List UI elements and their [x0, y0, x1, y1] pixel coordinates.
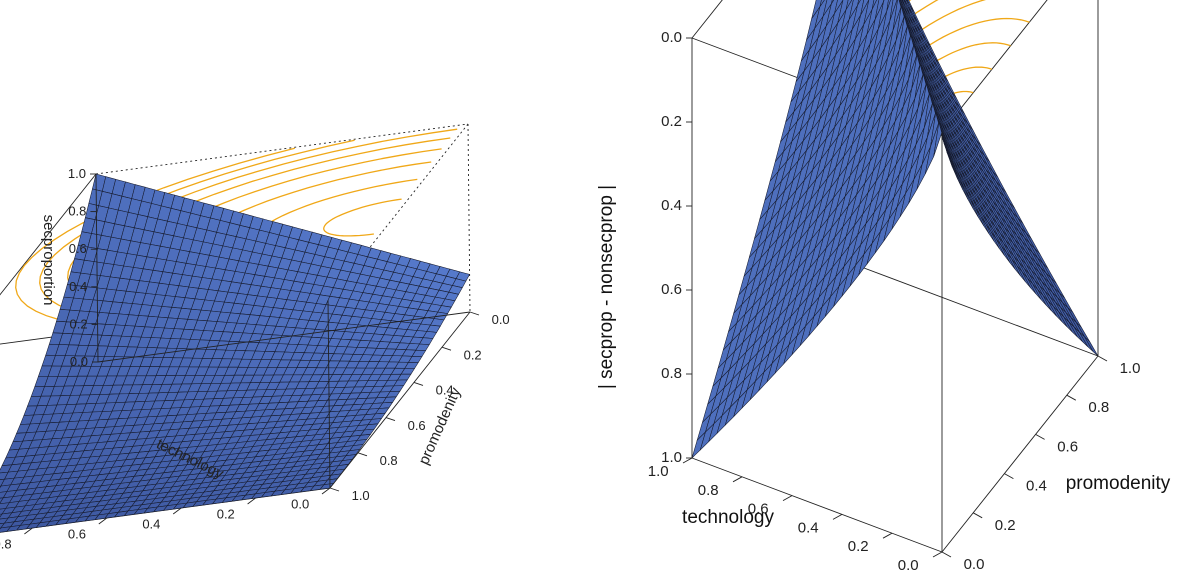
- x-tick-mark: [172, 507, 182, 515]
- y-tick-mark: [1097, 355, 1108, 362]
- y-tick-mark: [469, 311, 480, 316]
- y-tick-mark: [441, 346, 452, 351]
- y-tick-label: 0.4: [1026, 478, 1047, 495]
- y-tick-mark: [1066, 394, 1077, 401]
- y-tick-mark: [329, 487, 340, 492]
- right-box-front-edges: [691, 0, 1099, 553]
- y-tick-label: 0.2: [995, 517, 1016, 534]
- y-tick-mark: [413, 381, 424, 386]
- z-tick-label: 0.0: [70, 354, 88, 369]
- y-tick-label: 1.0: [352, 488, 370, 503]
- z-tick-label: 0.6: [661, 281, 682, 298]
- x-tick-mark: [932, 551, 943, 558]
- surface-facet: [831, 0, 835, 4]
- y-tick-label: 0.0: [964, 556, 985, 573]
- x-tick-label: 0.2: [217, 507, 235, 522]
- y-tick-mark: [1035, 434, 1045, 440]
- box-edge: [95, 173, 99, 363]
- y-tick-label: 0.2: [464, 347, 482, 362]
- y-tick-label: 0.6: [408, 418, 426, 433]
- box-edge: [941, 355, 1099, 553]
- x-tick-label: 0.6: [68, 527, 86, 542]
- right-surface: [691, 0, 1099, 459]
- x-tick-mark: [98, 517, 108, 525]
- y-tick-mark: [941, 551, 952, 558]
- x-tick-label: 0.8: [0, 537, 12, 552]
- x-tick-mark: [882, 532, 893, 539]
- box-edge: [95, 123, 469, 175]
- contour-line: [15, 147, 295, 328]
- y-tick-mark: [972, 512, 983, 519]
- box-edge: [691, 0, 723, 39]
- y-tick-label: 0.4: [436, 383, 454, 398]
- z-tick-label: 1.0: [661, 449, 682, 466]
- contour-line: [323, 198, 402, 237]
- box-edge: [97, 311, 471, 363]
- box-edge: [467, 123, 471, 313]
- z-tick-label: 0.6: [69, 241, 87, 256]
- right-y-axis-label: promodenity: [1066, 473, 1171, 494]
- left-axis-ticks: 0.0 0.2 0.4 0.6 0.8 1.0 1.0 0.8 0.6 0.4 0.2 0.0 0.0 0…: [0, 166, 510, 552]
- x-tick-label: 1.0: [648, 463, 669, 480]
- y-tick-label: 0.6: [1057, 438, 1078, 455]
- x-tick-mark: [832, 514, 843, 520]
- x-tick-label: 0.0: [291, 497, 309, 512]
- x-tick-label: 0.2: [848, 538, 869, 555]
- x-tick-mark: [247, 497, 256, 505]
- x-tick-label: 0.8: [698, 482, 719, 499]
- y-tick-label: 1.0: [1120, 360, 1141, 377]
- surface-facet: [933, 122, 948, 157]
- x-tick-mark: [782, 495, 793, 501]
- x-tick-mark: [24, 527, 33, 535]
- y-tick-label: 0.8: [1088, 399, 1109, 416]
- box-edge: [941, 0, 1048, 133]
- right-axis-ticks: 0.00.20.40.60.81.01.00.80.60.40.20.0 0.00…: [648, 29, 1141, 574]
- y-tick-mark: [1004, 473, 1014, 479]
- z-tick-label: 0.4: [661, 197, 682, 214]
- x-tick-label: 0.0: [898, 557, 919, 574]
- z-tick-label: 0.2: [661, 113, 682, 130]
- left-z-axis-label: secproportion: [40, 215, 57, 306]
- x-tick-mark: [321, 487, 331, 495]
- z-tick-label: 0.4: [69, 279, 87, 294]
- x-tick-label: 0.4: [798, 519, 819, 536]
- left-box-front-edges: [95, 173, 471, 489]
- y-tick-label: 0.0: [492, 312, 510, 327]
- right-z-axis-label: | secprop - nonsecprop |: [596, 185, 617, 389]
- y-tick-mark: [357, 452, 368, 457]
- x-tick-mark: [682, 457, 693, 464]
- z-tick-label: 0.8: [68, 204, 86, 219]
- y-tick-label: 0.8: [380, 453, 398, 468]
- box-edge: [691, 457, 943, 553]
- box-edge: [847, 261, 1099, 357]
- right-x-axis-label: technology: [682, 507, 774, 528]
- z-tick-label: 1.0: [68, 166, 86, 181]
- y-tick-mark: [385, 417, 396, 422]
- x-tick-label: 0.6: [748, 501, 769, 518]
- box-edge: [0, 173, 97, 296]
- z-tick-label: 0.8: [661, 365, 682, 382]
- x-tick-mark: [732, 476, 743, 483]
- z-tick-label: 0.2: [70, 316, 88, 331]
- box-edge: [329, 311, 471, 489]
- x-tick-label: 0.4: [142, 517, 160, 532]
- z-tick-label: 0.0: [661, 29, 682, 46]
